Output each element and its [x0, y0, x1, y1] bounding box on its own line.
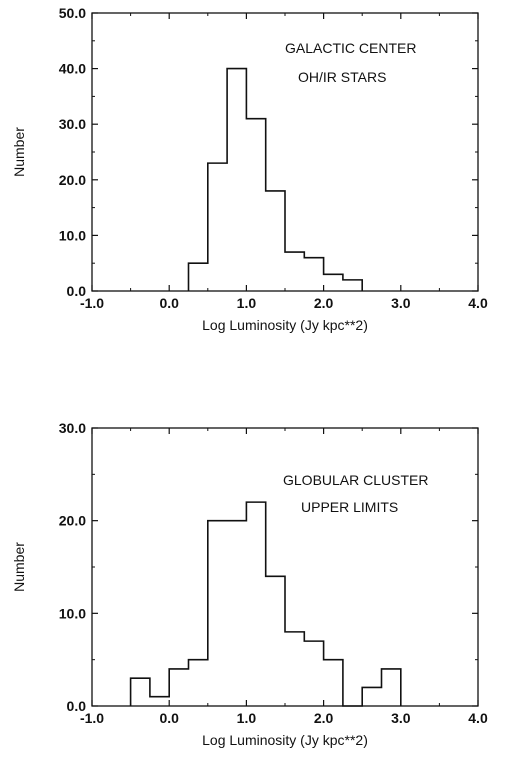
- histogram-bin: [169, 669, 188, 706]
- histogram-bin: [150, 697, 169, 706]
- y-tick-label: 40.0: [59, 61, 86, 77]
- x-tick-label: 0.0: [159, 295, 179, 311]
- histogram-bin: [131, 678, 150, 706]
- histogram-outline: [129, 501, 402, 707]
- chart-annotation-line: GLOBULAR CLUSTER: [283, 472, 428, 488]
- histogram-bin: [343, 280, 362, 291]
- x-tick-label: 3.0: [391, 295, 411, 311]
- histogram-bin: [266, 576, 285, 706]
- histogram-bin: [304, 641, 323, 706]
- histogram-bin: [285, 632, 304, 706]
- y-tick-label: 30.0: [59, 116, 86, 132]
- top-histogram-panel: -1.0 0.0 1.0 2.0 3.0 4.00.010.020.030.040.050…: [11, 5, 488, 333]
- y-tick-label: 0.0: [67, 283, 87, 299]
- histogram-bin: [362, 687, 381, 706]
- histogram-bin: [266, 191, 285, 291]
- y-axis-label: Number: [11, 542, 27, 592]
- histogram-bin: [208, 163, 227, 291]
- histogram-bin: [227, 521, 246, 706]
- histogram-bin: [285, 252, 304, 291]
- y-tick-label: 10.0: [59, 605, 86, 621]
- y-tick-label: 20.0: [59, 513, 86, 529]
- histogram-bin: [246, 502, 265, 706]
- x-tick-label: -1.0: [80, 710, 104, 726]
- y-tick-label: 0.0: [67, 698, 87, 714]
- x-tick-label: -1.0: [80, 295, 104, 311]
- chart-annotation-line: GALACTIC CENTER: [285, 40, 416, 56]
- histogram-bin: [208, 521, 227, 706]
- chart-annotation-line: UPPER LIMITS: [301, 499, 398, 515]
- x-tick-label: 4.0: [468, 295, 488, 311]
- y-axis-label: Number: [11, 127, 27, 177]
- x-axis-label: Log Luminosity (Jy kpc**2): [202, 317, 368, 333]
- histogram-outline: [187, 67, 363, 291]
- x-tick-label: 2.0: [314, 710, 334, 726]
- x-tick-label: 2.0: [314, 295, 334, 311]
- histogram-bin: [189, 660, 208, 706]
- y-tick-label: 30.0: [59, 420, 86, 436]
- y-tick-label: 50.0: [59, 5, 86, 21]
- histogram-bin: [227, 69, 246, 291]
- y-tick-label: 20.0: [59, 172, 86, 188]
- x-tick-label: 4.0: [468, 710, 488, 726]
- histogram-bin: [246, 119, 265, 291]
- histogram-bin: [382, 669, 401, 706]
- x-axis-label: Log Luminosity (Jy kpc**2): [202, 732, 368, 748]
- x-tick-label: 3.0: [391, 710, 411, 726]
- x-tick-label: 0.0: [159, 710, 179, 726]
- histogram-bin: [324, 274, 343, 291]
- x-tick-label: 1.0: [237, 710, 257, 726]
- histogram-bin: [189, 263, 208, 291]
- histogram-bin: [304, 258, 323, 291]
- histogram-bin: [324, 660, 343, 706]
- y-tick-label: 10.0: [59, 227, 86, 243]
- chart-annotation-line: OH/IR STARS: [298, 69, 386, 85]
- x-tick-label: 1.0: [237, 295, 257, 311]
